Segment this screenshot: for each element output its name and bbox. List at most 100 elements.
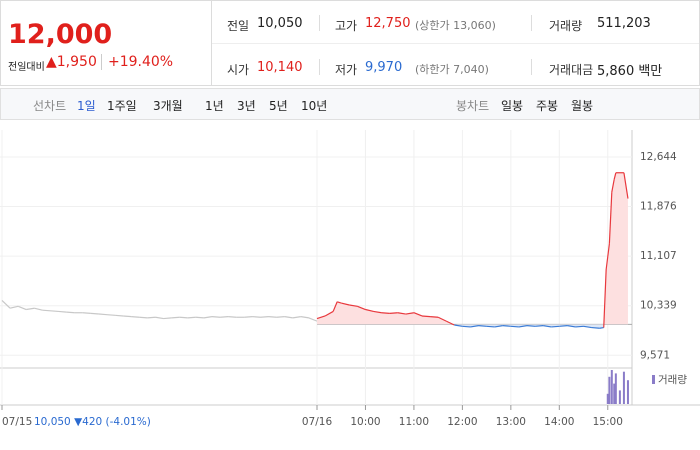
divider xyxy=(212,43,699,44)
volume-bar xyxy=(618,390,621,404)
price-line xyxy=(332,301,338,312)
divider xyxy=(319,15,320,31)
price-line xyxy=(337,301,342,304)
price-line xyxy=(502,325,511,327)
tab[interactable]: 일봉 xyxy=(501,99,524,113)
area-up xyxy=(317,172,628,325)
price-line xyxy=(187,316,196,319)
price-line xyxy=(252,316,261,318)
area-down xyxy=(317,324,628,329)
chart: 12,644 11,876 11,107 10,339 9,571 07/15 07/16 1… xyxy=(0,130,700,428)
tab-label: 선차트 xyxy=(33,99,67,113)
tab[interactable]: 3년 xyxy=(237,99,256,113)
price-line xyxy=(220,316,229,318)
price-line xyxy=(316,315,326,320)
price-line xyxy=(510,325,519,328)
price-line xyxy=(300,316,310,319)
price-line xyxy=(228,316,237,318)
price-line xyxy=(437,316,447,322)
price-line xyxy=(139,316,148,319)
price-line xyxy=(147,316,156,319)
price-line xyxy=(591,326,600,329)
price-line xyxy=(575,325,584,328)
price-line xyxy=(308,317,318,322)
price-line xyxy=(244,316,253,318)
price-line xyxy=(90,312,99,315)
tab[interactable]: 10년 xyxy=(301,99,328,113)
volume-bar xyxy=(610,370,613,404)
divider xyxy=(211,1,212,85)
price-line xyxy=(486,325,495,328)
stat-label: 시가 xyxy=(227,63,250,77)
y-tick-label: 9,571 xyxy=(640,349,670,361)
price-line xyxy=(211,316,221,318)
volume-bar xyxy=(614,373,617,404)
price-line xyxy=(131,316,140,318)
tab[interactable]: 월봉 xyxy=(571,99,594,113)
stat-label: 거래량 xyxy=(549,19,583,33)
volume-bar xyxy=(626,380,629,404)
price-line xyxy=(292,316,301,319)
price-line xyxy=(1,300,11,309)
legend-swatch xyxy=(652,375,655,384)
stat-label: 저가 xyxy=(335,63,358,77)
price-line xyxy=(583,325,592,329)
price-line xyxy=(462,325,471,328)
price-line xyxy=(454,324,463,327)
price-line xyxy=(381,312,390,314)
tab[interactable]: 3개월 xyxy=(153,99,183,113)
price-line xyxy=(155,316,164,320)
header: 12,000 전일대비 ▲1,950 +19.40% 전일 10,050 고가 12,… xyxy=(0,0,700,86)
price-line xyxy=(50,310,59,313)
price-line xyxy=(365,308,374,313)
price-line xyxy=(115,314,124,317)
tab[interactable]: 1년 xyxy=(205,99,224,113)
tab[interactable]: 1주일 xyxy=(107,99,137,113)
price-line xyxy=(611,179,615,193)
price-line xyxy=(559,325,568,327)
tab-label: 봉차트 xyxy=(456,99,490,113)
stat-value: 12,750 xyxy=(365,16,411,31)
divider xyxy=(531,59,532,75)
price-line xyxy=(623,172,629,199)
price-line xyxy=(607,243,610,257)
price-line xyxy=(349,304,358,307)
volume-bar xyxy=(622,371,625,404)
x-tick-label: 10:00 xyxy=(350,416,380,428)
tab[interactable]: 1일 xyxy=(77,99,96,113)
divider xyxy=(319,59,320,75)
price-line xyxy=(599,326,604,329)
y-tick-label: 12,644 xyxy=(640,151,677,163)
price-line xyxy=(98,313,108,316)
price-line xyxy=(276,316,285,318)
price-line xyxy=(613,172,617,180)
stat-value: 10,140 xyxy=(257,60,303,75)
price-line xyxy=(405,312,415,315)
price-line xyxy=(567,325,576,328)
x-tick-label: 15:00 xyxy=(593,416,623,428)
stat-label: 전일 xyxy=(227,19,250,33)
tab[interactable]: 주봉 xyxy=(536,99,559,113)
price-line xyxy=(535,325,544,327)
x-tick-label: 07/16 xyxy=(302,416,333,428)
x-tick-label: 12:00 xyxy=(447,416,477,428)
price-line xyxy=(526,325,536,327)
price-line xyxy=(494,325,503,328)
price-line xyxy=(17,305,27,311)
tab[interactable]: 5년 xyxy=(269,99,288,113)
x-tick-label: 11:00 xyxy=(399,416,429,428)
volume-bar xyxy=(613,383,616,404)
price-line xyxy=(284,316,293,319)
price-line xyxy=(470,325,479,328)
stat-value: 5,860 백만 xyxy=(597,64,663,79)
price-line xyxy=(605,256,609,270)
price-line xyxy=(106,314,116,316)
price-line xyxy=(260,316,269,318)
price-line xyxy=(430,316,439,318)
price-line xyxy=(543,325,552,328)
price-line xyxy=(397,312,406,315)
stat-value: 511,203 xyxy=(597,16,651,31)
y-tick-label: 11,876 xyxy=(640,201,677,213)
price-line xyxy=(42,309,51,312)
